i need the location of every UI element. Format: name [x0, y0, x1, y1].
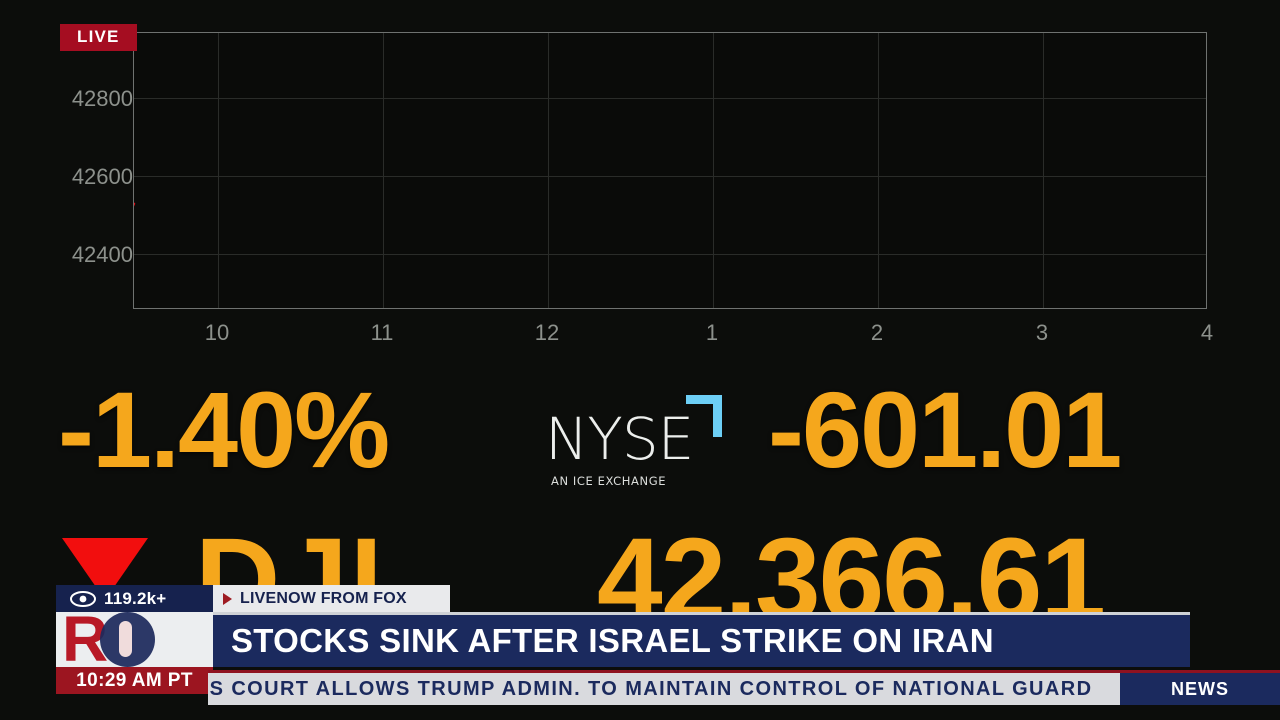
x-axis-tick-11: 11 [370, 320, 394, 345]
nyse-bracket-icon [686, 395, 722, 437]
nyse-logo: NYSE AN ICE EXCHANGE [545, 392, 725, 492]
show-name-strip: LIVENOW FROM FOX [213, 585, 450, 612]
nyse-wordmark: NYSE [545, 405, 694, 473]
gridline-42400 [134, 254, 1206, 255]
gridline-2 [878, 33, 879, 308]
clock-bar: 10:29 AM PT [56, 667, 213, 694]
logo-badge-mark [119, 621, 132, 657]
y-axis-tick-42800: 42800 [71, 86, 133, 111]
percent-change-value: -1.40% [58, 369, 390, 490]
clock-text: 10:29 AM PT [76, 669, 193, 691]
live-badge: LIVE [60, 24, 137, 51]
ticker-category-text: NEWS [1171, 678, 1229, 699]
x-axis-tick-3: 3 [1035, 320, 1049, 345]
quote-change-row: -1.40% -601.01 [0, 370, 1280, 500]
viewer-count-text: 119.2k+ [104, 588, 167, 608]
x-axis-tick-1: 1 [705, 320, 719, 345]
x-axis-tick-12: 12 [534, 320, 560, 345]
gridline-42800 [134, 98, 1206, 99]
gridline-1 [713, 33, 714, 308]
stock-chart-panel: LIVE 42800 42600 42400 10 11 12 1 2 3 [60, 24, 1214, 345]
news-ticker-text: LS COURT ALLOWS TRUMP ADMIN. TO MAINTAIN… [208, 677, 1093, 700]
ticker-category-box: NEWS [1120, 670, 1280, 705]
show-name-text: LIVENOW FROM FOX [240, 589, 407, 607]
nyse-tagline: AN ICE EXCHANGE [551, 474, 667, 488]
gridline-3 [1043, 33, 1044, 308]
play-icon [223, 592, 232, 605]
gridline-10 [218, 33, 219, 308]
chart-series-djia [134, 33, 1206, 308]
y-axis-tick-42600: 42600 [71, 164, 133, 189]
x-axis-tick-10: 10 [204, 320, 230, 345]
eye-icon [70, 590, 96, 607]
channel-logo: R [56, 612, 213, 667]
gridline-42600 [134, 176, 1206, 177]
viewer-count-strip: 119.2k+ [56, 585, 213, 612]
headline-text: STOCKS SINK AFTER ISRAEL STRIKE ON IRAN [231, 622, 994, 659]
chart-plot-area [133, 32, 1207, 309]
x-axis-tick-4: 4 [1200, 320, 1214, 345]
y-axis-tick-42400: 42400 [71, 242, 133, 267]
news-ticker-bar: LS COURT ALLOWS TRUMP ADMIN. TO MAINTAIN… [208, 670, 1280, 705]
gridline-11 [383, 33, 384, 308]
gridline-12 [548, 33, 549, 308]
point-change-value: -601.01 [768, 369, 1122, 490]
headline-bar: STOCKS SINK AFTER ISRAEL STRIKE ON IRAN [213, 612, 1190, 667]
x-axis-tick-2: 2 [870, 320, 884, 345]
lower-third-overlay: 119.2k+ LIVENOW FROM FOX R 10:29 AM PT S… [0, 585, 1280, 720]
